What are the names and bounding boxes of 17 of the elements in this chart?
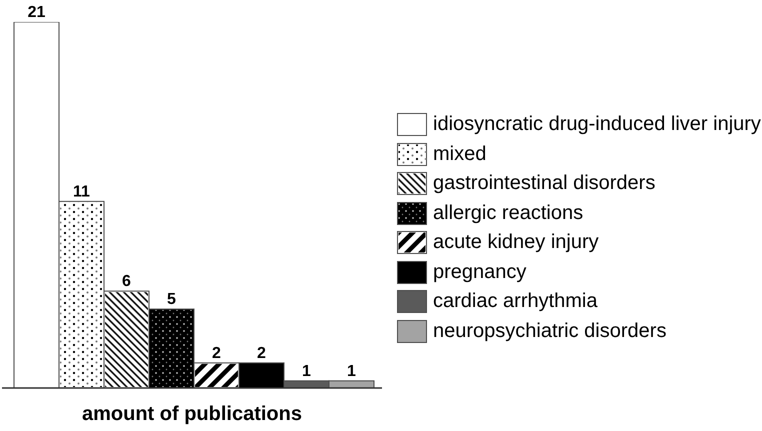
legend-label: idiosyncratic drug-induced liver injury: [433, 113, 761, 136]
legend-label: cardiac arrhythmia: [433, 290, 598, 314]
data-label: 1: [347, 362, 356, 380]
data-label: 5: [167, 291, 176, 308]
data-label: 2: [212, 344, 222, 362]
x-axis-title: amount of publications: [82, 403, 302, 425]
legend-label: acute kidney injury: [433, 231, 599, 254]
data-label: 11: [73, 183, 90, 200]
legend-label: gastrointestinal disorders: [433, 172, 656, 196]
legend-label: neuropsychiatric disorders: [433, 320, 666, 343]
legend-label: mixed: [433, 142, 486, 166]
data-label: 21: [28, 4, 46, 21]
data-label: 1: [302, 362, 312, 380]
data-label: 6: [122, 273, 132, 290]
legend-label: allergic reactions: [433, 202, 584, 225]
legend-label: pregnancy: [433, 260, 526, 284]
data-label: 2: [257, 344, 266, 362]
